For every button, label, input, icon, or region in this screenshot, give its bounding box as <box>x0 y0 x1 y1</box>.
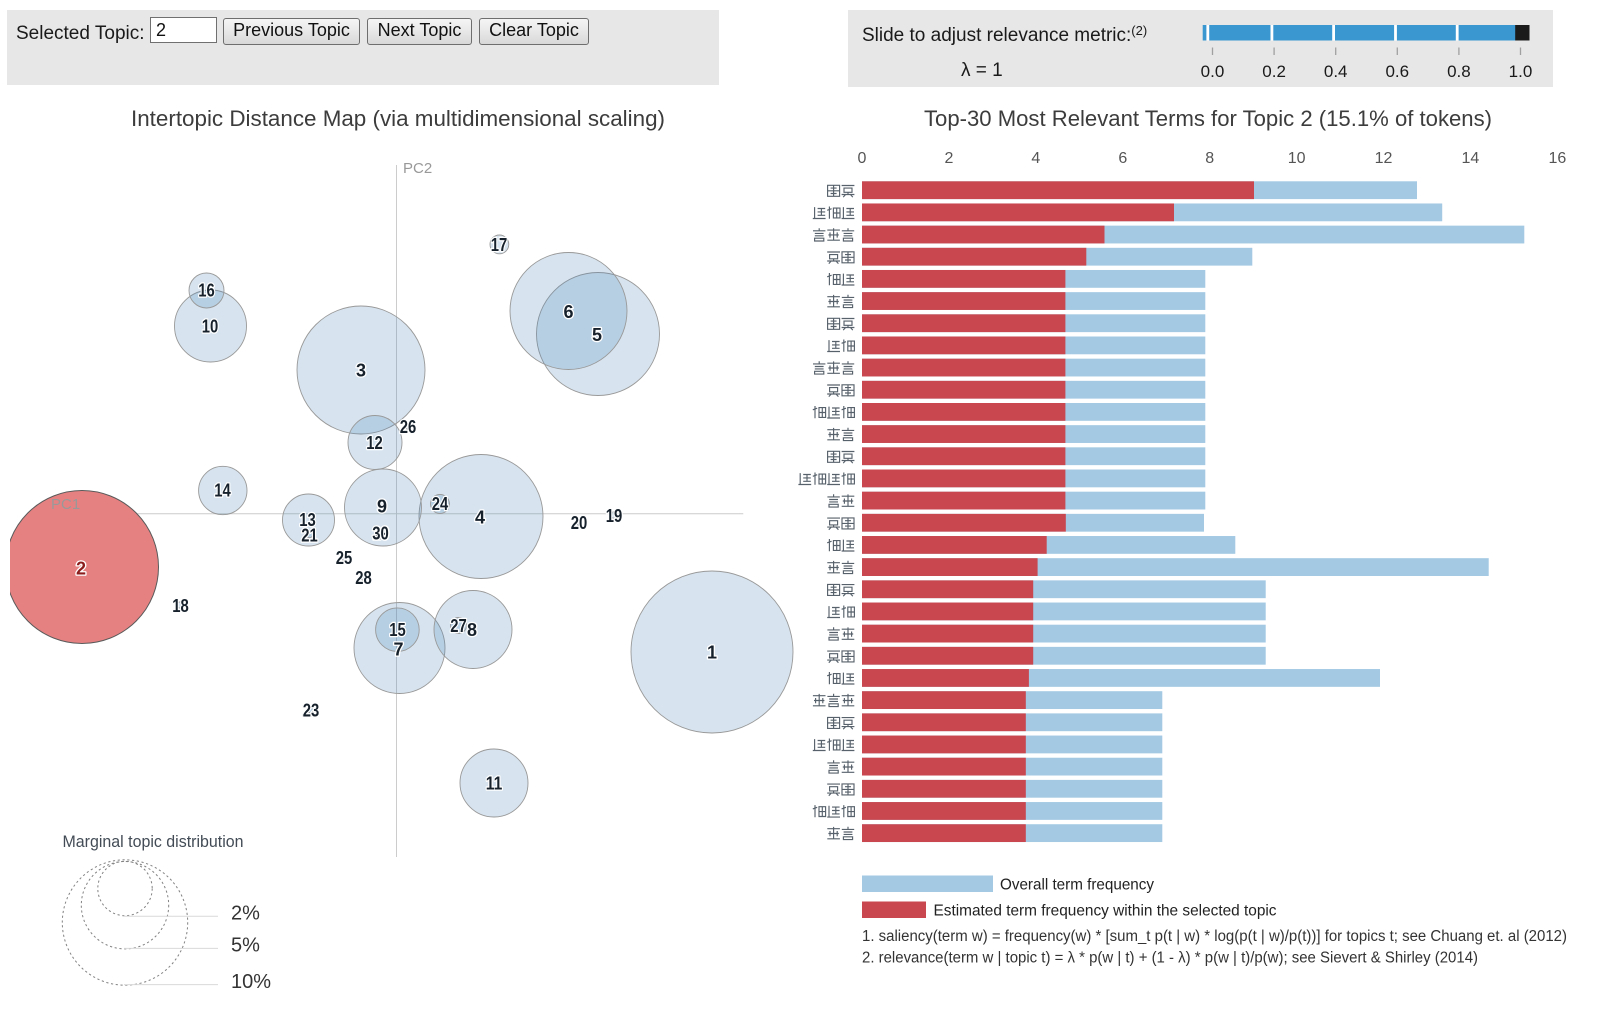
svg-text:12: 12 <box>1375 150 1393 167</box>
svg-text:6: 6 <box>563 302 573 322</box>
svg-text:0.2: 0.2 <box>1262 62 1286 81</box>
svg-text:1. saliency(term w) = frequenc: 1. saliency(term w) = frequency(w) * [su… <box>862 928 1567 945</box>
svg-text:Overall term frequency: Overall term frequency <box>1000 877 1154 894</box>
svg-text:21: 21 <box>301 526 318 546</box>
svg-text:Estimated term frequency withi: Estimated term frequency within the sele… <box>934 903 1277 920</box>
svg-text:Intertopic Distance Map (via m: Intertopic Distance Map (via multidimens… <box>131 106 665 131</box>
svg-text:8: 8 <box>467 620 477 640</box>
svg-text:1: 1 <box>707 643 717 663</box>
svg-text:10: 10 <box>202 317 219 337</box>
svg-text:16: 16 <box>198 281 215 301</box>
svg-text:16: 16 <box>1549 150 1567 167</box>
svg-text:24: 24 <box>432 494 449 514</box>
svg-text:11: 11 <box>486 774 503 794</box>
svg-text:Marginal topic distribution: Marginal topic distribution <box>63 833 244 851</box>
svg-text:25: 25 <box>336 548 353 568</box>
svg-text:9: 9 <box>377 497 387 517</box>
svg-text:5%: 5% <box>231 935 260 957</box>
svg-text:28: 28 <box>355 568 372 588</box>
svg-text:2: 2 <box>944 150 953 167</box>
svg-text:0.4: 0.4 <box>1324 62 1348 81</box>
svg-text:0.0: 0.0 <box>1201 62 1225 81</box>
svg-text:29: 29 <box>373 524 390 544</box>
svg-text:15: 15 <box>389 620 406 640</box>
svg-text:5: 5 <box>592 325 602 345</box>
svg-text:0.6: 0.6 <box>1385 62 1409 81</box>
svg-text:27: 27 <box>450 616 467 636</box>
svg-text:26: 26 <box>400 417 417 437</box>
svg-text:2%: 2% <box>231 903 260 925</box>
svg-text:23: 23 <box>303 701 320 721</box>
svg-text:20: 20 <box>571 513 588 533</box>
svg-text:13: 13 <box>299 510 316 530</box>
svg-text:7: 7 <box>393 640 403 660</box>
svg-text:0: 0 <box>858 150 867 167</box>
svg-text:12: 12 <box>366 433 383 453</box>
svg-text:8: 8 <box>1205 150 1214 167</box>
svg-text:4: 4 <box>475 508 485 528</box>
svg-text:19: 19 <box>606 506 623 526</box>
svg-text:10%: 10% <box>231 971 271 993</box>
svg-text:0.8: 0.8 <box>1447 62 1471 81</box>
svg-text:30: 30 <box>372 524 389 544</box>
svg-text:22: 22 <box>302 701 319 721</box>
svg-text:4: 4 <box>1031 150 1040 167</box>
svg-text:PC1: PC1 <box>51 496 80 513</box>
svg-text:14: 14 <box>214 481 231 501</box>
svg-text:18: 18 <box>172 596 189 616</box>
svg-text:2. relevance(term w | topic t): 2. relevance(term w | topic t) = λ * p(w… <box>862 950 1478 967</box>
svg-text:1.0: 1.0 <box>1509 62 1533 81</box>
svg-text:3: 3 <box>356 361 366 381</box>
svg-text:2: 2 <box>76 559 86 579</box>
svg-text:10: 10 <box>1288 150 1306 167</box>
svg-text:17: 17 <box>491 235 508 255</box>
svg-text:PC2: PC2 <box>403 160 432 177</box>
svg-text:Top-30 Most Relevant Terms for: Top-30 Most Relevant Terms for Topic 2 (… <box>924 106 1492 131</box>
svg-text:6: 6 <box>1118 150 1127 167</box>
svg-text:14: 14 <box>1462 150 1480 167</box>
